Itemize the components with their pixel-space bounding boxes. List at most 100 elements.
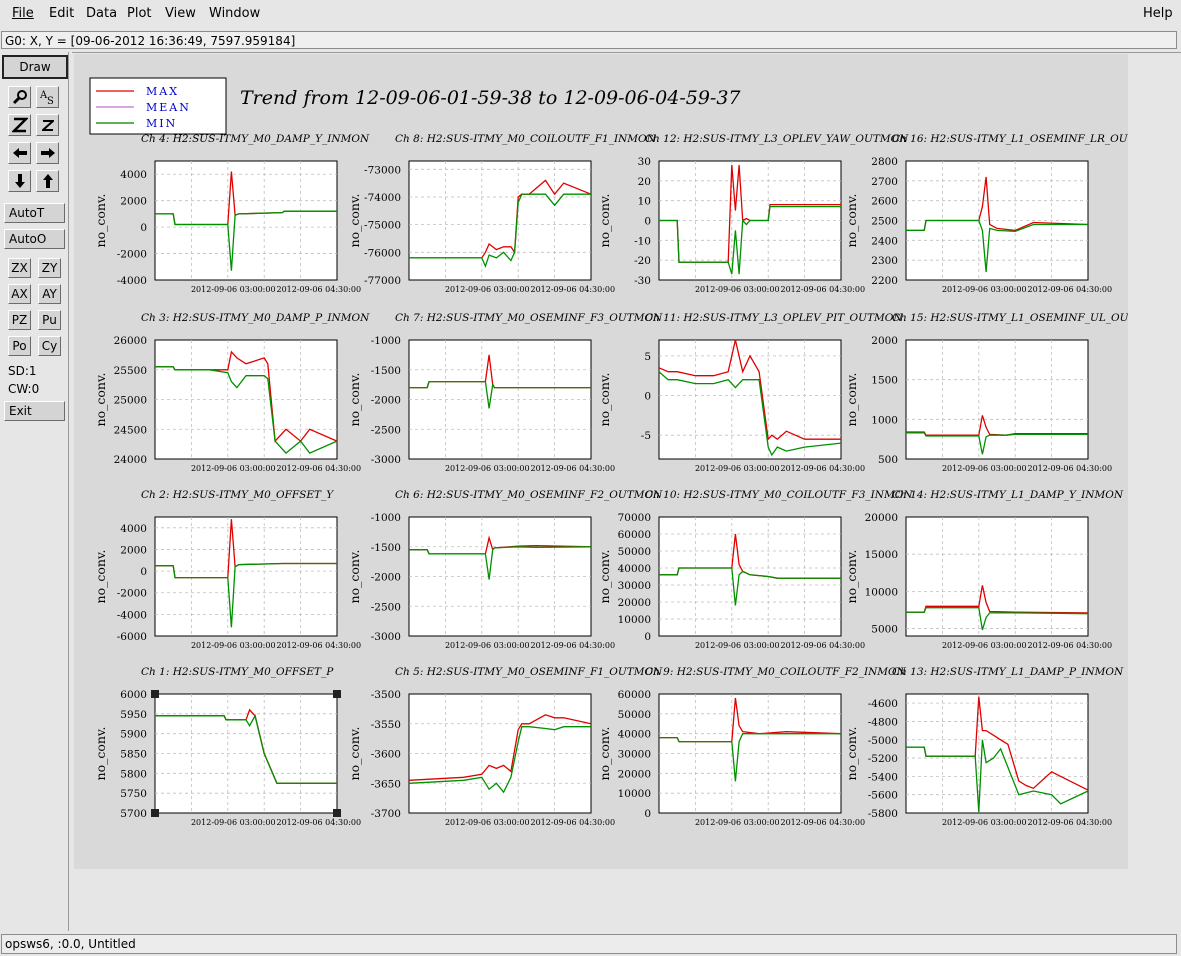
zoom-in-icon[interactable] bbox=[8, 114, 31, 136]
trend-panel[interactable]: Ch 2: H2:SUS-ITMY_M0_OFFSET_Y 4000 2000 0 -2… bbox=[93, 489, 361, 650]
drawing-area bbox=[72, 52, 1181, 928]
zoom-out-icon[interactable] bbox=[36, 114, 59, 136]
y-axis-label: no_conv. bbox=[93, 550, 108, 604]
pan-right-icon[interactable] bbox=[36, 142, 59, 164]
trend-panel[interactable]: Ch 10: H2:SUS-ITMY_M0_COILOUTF_F3_INMON 7… bbox=[597, 489, 913, 650]
pu-button[interactable]: Pu bbox=[38, 310, 61, 330]
autot-button[interactable]: AutoT bbox=[4, 203, 65, 223]
ax-button[interactable]: AX bbox=[8, 284, 31, 304]
plot-canvas[interactable]: MAX MEAN MIN Trend from 12-09-06-01-59-38 … bbox=[74, 54, 1165, 869]
pan-left-icon[interactable] bbox=[8, 142, 31, 164]
trend-panel[interactable]: Ch 12: H2:SUS-ITMY_L3_OPLEV_YAW_OUTMON 30… bbox=[597, 133, 909, 294]
trend-panel[interactable]: Ch 3: H2:SUS-ITMY_M0_DAMP_P_INMON 26000 25… bbox=[93, 312, 370, 473]
trend-panel[interactable]: Ch 6: H2:SUS-ITMY_M0_OSEMINF_F2_OUTMON -1… bbox=[347, 489, 663, 650]
selection-handle[interactable] bbox=[333, 809, 341, 817]
panel-frame bbox=[408, 160, 592, 281]
y-tick-label: 20 bbox=[638, 176, 651, 188]
legend: MAX MEAN MIN bbox=[96, 85, 189, 130]
pz-button[interactable]: PZ bbox=[8, 310, 31, 330]
pan-down-icon[interactable] bbox=[8, 170, 31, 192]
y-tick-label: 40000 bbox=[618, 729, 651, 741]
y-tick-label: 50000 bbox=[618, 709, 651, 721]
legend-label-min: MIN bbox=[146, 117, 177, 130]
y-tick-label: 0 bbox=[140, 566, 147, 578]
menu-data[interactable]: Data bbox=[86, 6, 118, 21]
pan-up-icon[interactable] bbox=[36, 170, 59, 192]
y-axis-label: no_conv. bbox=[597, 373, 612, 427]
selection-handle[interactable] bbox=[333, 690, 341, 698]
cy-button[interactable]: Cy bbox=[38, 336, 61, 356]
trend-panel[interactable]: Ch 16: H2:SUS-ITMY_L1_OSEMINF_LR_OUTMON 2… bbox=[844, 133, 1164, 294]
pointer-icon[interactable] bbox=[8, 86, 31, 108]
trend-panel[interactable]: Ch 9: H2:SUS-ITMY_M0_COILOUTF_F2_INMON 60… bbox=[597, 666, 907, 827]
y-tick-label: -1500 bbox=[371, 542, 401, 554]
menu-file[interactable]: File bbox=[12, 6, 34, 21]
y-axis-label: no_conv. bbox=[347, 727, 362, 781]
po-button[interactable]: Po bbox=[8, 336, 31, 356]
trend-panel[interactable]: Ch 8: H2:SUS-ITMY_M0_COILOUTF_F1_INMON -7… bbox=[347, 133, 657, 294]
ay-button[interactable]: AY bbox=[38, 284, 61, 304]
draw-button[interactable]: Draw bbox=[2, 55, 68, 79]
zx-button[interactable]: ZX bbox=[8, 258, 31, 278]
status-bar: opsws6, :0.0, Untitled bbox=[1, 934, 1177, 954]
pu-label: Pu bbox=[42, 313, 57, 327]
y-tick-label: -2000 bbox=[371, 572, 401, 584]
y-tick-label: 5850 bbox=[120, 749, 147, 761]
panel-title: Ch 7: H2:SUS-ITMY_M0_OSEMINF_F3_OUTMON bbox=[395, 312, 663, 324]
y-tick-label: 0 bbox=[644, 631, 651, 643]
y-tick-label: 5950 bbox=[120, 709, 147, 721]
x-tick-label: 2012-09-06 04:30:00 bbox=[1027, 464, 1112, 473]
y-tick-label: 30000 bbox=[618, 749, 651, 761]
x-tick-label: 2012-09-06 03:00:00 bbox=[445, 818, 530, 827]
menu-view[interactable]: View bbox=[165, 6, 196, 21]
menu-edit[interactable]: Edit bbox=[49, 6, 75, 21]
y-axis-label: no_conv. bbox=[597, 727, 612, 781]
x-tick-label: 2012-09-06 03:00:00 bbox=[191, 285, 276, 294]
trend-panel[interactable]: Ch 14: H2:SUS-ITMY_L1_DAMP_Y_INMON 20000 1… bbox=[844, 489, 1124, 650]
y-tick-label: 2200 bbox=[871, 275, 898, 287]
selection-handle[interactable] bbox=[151, 690, 159, 698]
trend-panel[interactable]: Ch 13: H2:SUS-ITMY_L1_DAMP_P_INMON -4600 -… bbox=[844, 666, 1124, 827]
menu-bar: File Edit Data Plot View Window Help bbox=[0, 0, 1181, 30]
trend-panel[interactable]: Ch 7: H2:SUS-ITMY_M0_OSEMINF_F3_OUTMON -1… bbox=[347, 312, 663, 473]
trend-panel[interactable]: Ch 15: H2:SUS-ITMY_L1_OSEMINF_UL_OUTMON 2… bbox=[844, 312, 1165, 473]
menu-help[interactable]: Help bbox=[1143, 6, 1173, 21]
y-tick-label: 2600 bbox=[871, 196, 898, 208]
menu-plot[interactable]: Plot bbox=[127, 6, 152, 21]
y-tick-label: -5800 bbox=[868, 808, 898, 820]
x-tick-label: 2012-09-06 03:00:00 bbox=[445, 285, 530, 294]
y-tick-label: -3550 bbox=[371, 719, 401, 731]
y-tick-label: -2000 bbox=[117, 249, 147, 261]
zy-button[interactable]: ZY bbox=[38, 258, 61, 278]
y-tick-label: -10 bbox=[634, 235, 651, 247]
y-tick-label: 5900 bbox=[120, 729, 147, 741]
y-tick-label: 10 bbox=[638, 196, 651, 208]
panel-title: Ch 1: H2:SUS-ITMY_M0_OFFSET_P bbox=[141, 666, 334, 678]
exit-button[interactable]: Exit bbox=[4, 401, 65, 421]
series-min-line bbox=[906, 432, 1088, 455]
y-tick-label: 24500 bbox=[114, 424, 147, 436]
y-tick-label: -5 bbox=[641, 430, 651, 442]
y-tick-label: 2000 bbox=[120, 544, 147, 556]
autoo-button[interactable]: AutoO bbox=[4, 229, 65, 249]
panel-title: Ch 5: H2:SUS-ITMY_M0_OSEMINF_F1_OUTMON bbox=[395, 666, 663, 678]
series-min-line bbox=[155, 714, 337, 784]
y-tick-label: -5600 bbox=[868, 790, 898, 802]
trend-panel[interactable]: Ch 5: H2:SUS-ITMY_M0_OSEMINF_F1_OUTMON -3… bbox=[347, 666, 663, 827]
menu-window[interactable]: Window bbox=[209, 6, 261, 21]
series-min-line bbox=[155, 562, 337, 628]
x-tick-label: 2012-09-06 03:00:00 bbox=[695, 285, 780, 294]
y-tick-label: 70000 bbox=[618, 512, 651, 524]
y-axis-label: no_conv. bbox=[93, 373, 108, 427]
trend-plots[interactable]: MAX MEAN MIN Trend from 12-09-06-01-59-38 … bbox=[74, 54, 1165, 869]
series-min-line bbox=[409, 546, 592, 580]
trend-panel[interactable]: Ch 11: H2:SUS-ITMY_L3_OPLEV_PIT_OUTMON50… bbox=[597, 312, 903, 473]
trend-panel[interactable]: Ch 4: H2:SUS-ITMY_M0_DAMP_Y_INMON 4000 200… bbox=[93, 133, 370, 294]
y-tick-label: 60000 bbox=[618, 529, 651, 541]
panel-title: Ch 14: H2:SUS-ITMY_L1_DAMP_Y_INMON bbox=[892, 489, 1124, 501]
y-tick-label: -2500 bbox=[371, 601, 401, 613]
trend-panel[interactable]: Ch 1: H2:SUS-ITMY_M0_OFFSET_P 6000 5950 590… bbox=[93, 666, 361, 827]
selection-handle[interactable] bbox=[151, 809, 159, 817]
y-tick-label: -3600 bbox=[371, 749, 401, 761]
